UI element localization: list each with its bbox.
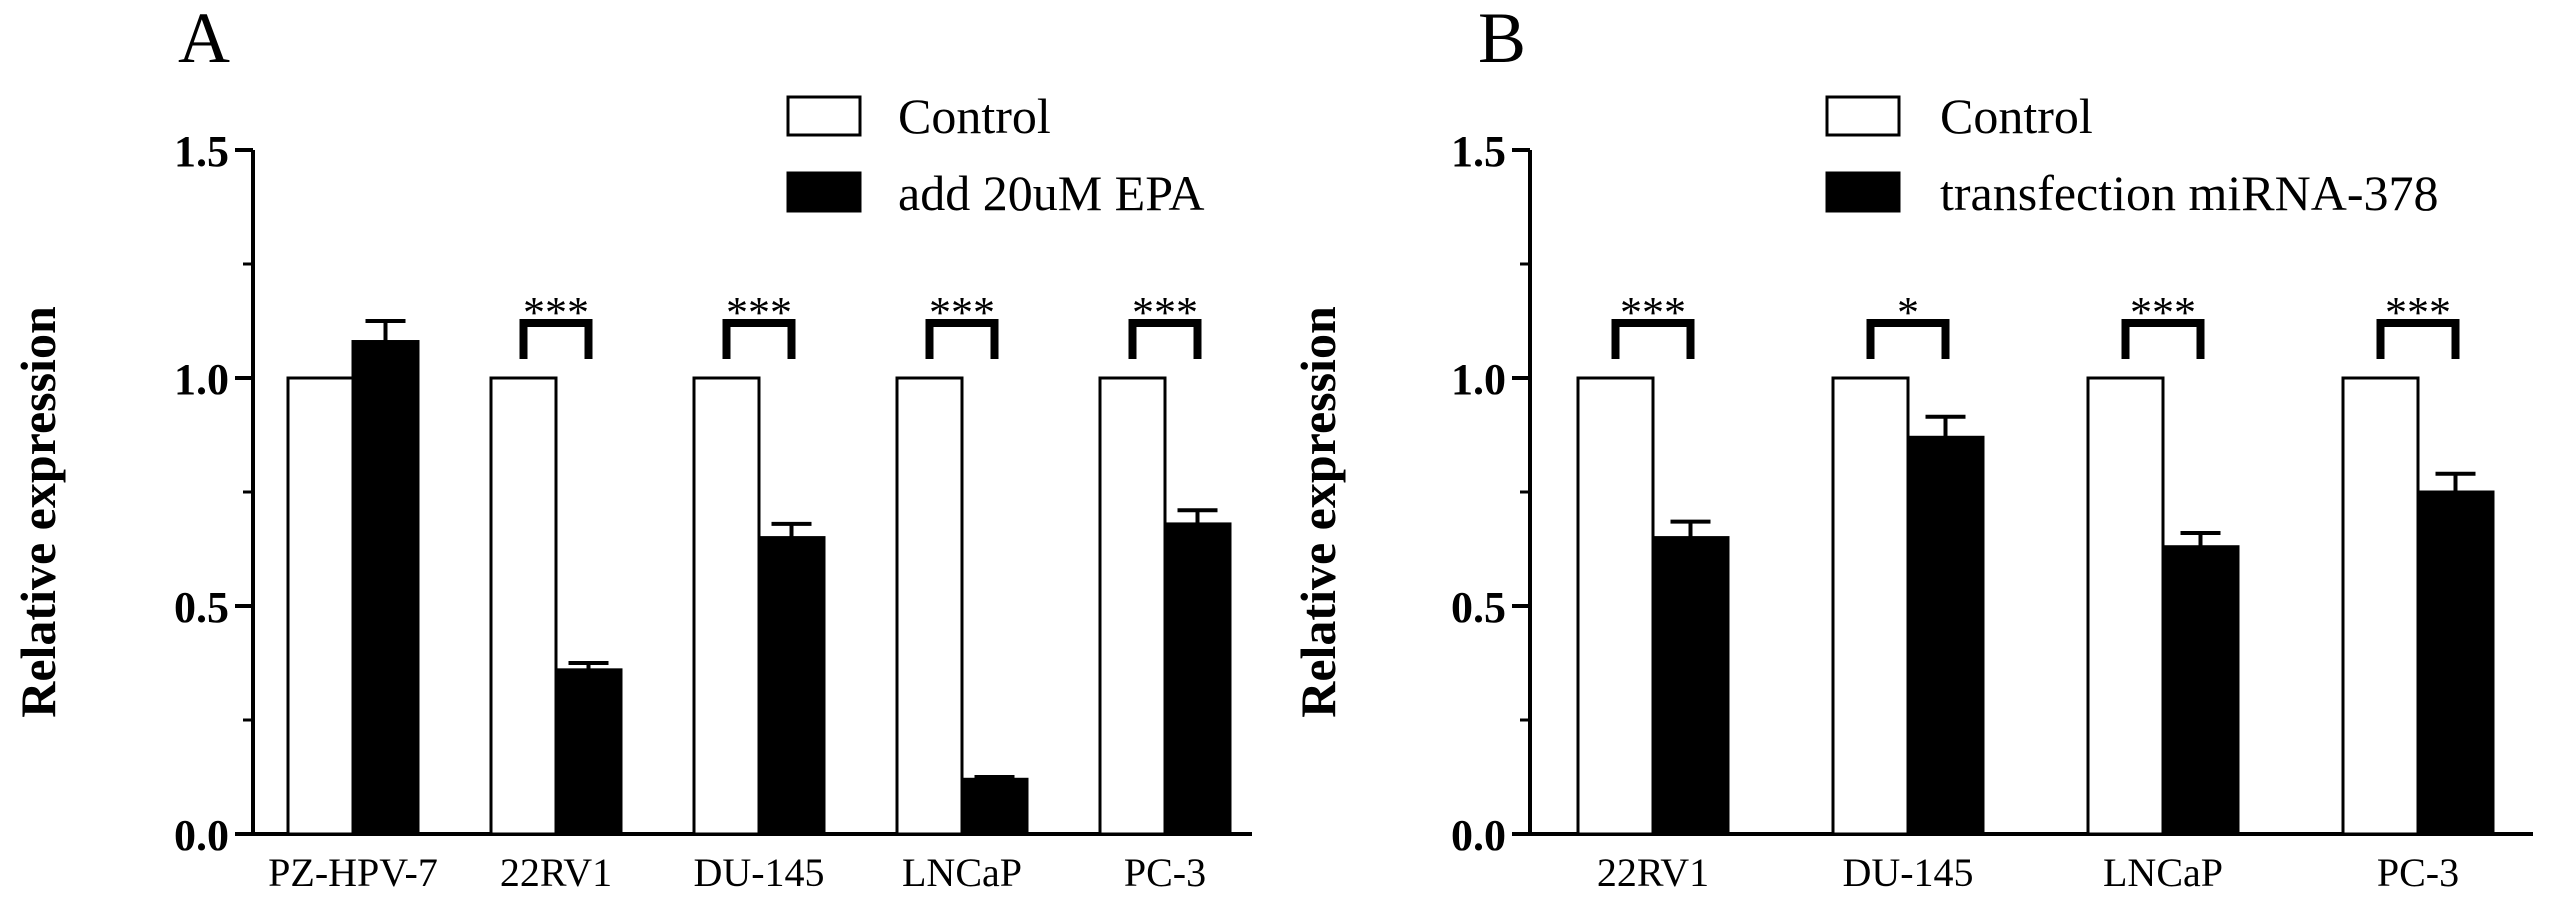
panel-a-x-tick-label: PC-3 — [1124, 850, 1206, 895]
panel-a: A Relative expression Control add 20uM E… — [10, 0, 1252, 895]
panel-b-bar-treatment — [1906, 435, 1985, 836]
panel-a-significance-bracket — [519, 319, 593, 359]
panel-b-y-tick-label: 1.5 — [1451, 127, 1506, 176]
panel-a-y-axis-label: Relative expression — [10, 306, 66, 718]
panel-a-x-tick-label: 22RV1 — [500, 850, 612, 895]
panel-b-bar-treatment — [1651, 536, 1730, 836]
panel-a-bar-control — [895, 376, 964, 836]
panel-b-legend-control-swatch — [1825, 95, 1901, 137]
panel-b-significance-bracket — [1611, 319, 1695, 359]
panel-b-significance-label: * — [1897, 288, 1919, 337]
panel-b-significance-label: *** — [2130, 288, 2196, 337]
panel-a-bar-control — [692, 376, 761, 836]
panel-b-significance-bracket — [2376, 319, 2460, 359]
panel-b-label: B — [1478, 0, 1526, 78]
panel-a-bar-control — [1098, 376, 1167, 836]
panel-a-significance-label: *** — [1132, 288, 1198, 337]
panel-b-significance-label: *** — [1620, 288, 1686, 337]
panel-b-legend-control-label: Control — [1940, 88, 2093, 144]
panel-b-bar-control — [2341, 376, 2420, 836]
panel-b-legend-treatment-swatch — [1825, 171, 1901, 213]
panel-b-bar-control — [2086, 376, 2165, 836]
panel-b-significance-label: *** — [2385, 288, 2451, 337]
panel-b-x-tick-label: DU-145 — [1842, 850, 1973, 895]
panel-b-bar-control — [1831, 376, 1910, 836]
panel-b-x-tick-label: 22RV1 — [1597, 850, 1709, 895]
panel-b-bar-treatment — [2161, 545, 2240, 836]
panel-a-bar-treatment — [757, 536, 826, 836]
panel-a-legend: Control add 20uM EPA — [786, 88, 1205, 221]
panel-a-bar-control — [286, 376, 355, 836]
panel-b-x-tick-label: PC-3 — [2377, 850, 2459, 895]
panel-a-y-tick-label: 0.0 — [174, 811, 229, 860]
panel-a-significance-label: *** — [523, 288, 589, 337]
panel-b: B Relative expression Control transfecti… — [1290, 0, 2533, 895]
panel-a-significance-bracket — [925, 319, 999, 359]
panel-a-bar-treatment — [554, 668, 623, 836]
panel-a-significance-bracket — [1128, 319, 1202, 359]
panel-a-label: A — [178, 0, 230, 78]
panel-a-y-tick-label: 0.5 — [174, 583, 229, 632]
panel-a-bar-control — [489, 376, 558, 836]
panel-b-significance-bracket — [2121, 319, 2205, 359]
panel-b-plot: 0.0 0.5 1.0 1.5 22RV1 *** DU-145 * LNCaP *** PC-3 *… — [1451, 127, 2533, 895]
panel-b-y-axis-label: Relative expression — [1290, 306, 1346, 718]
panel-b-bar-control — [1576, 376, 1655, 836]
panel-b-legend: Control transfection miRNA-378 — [1825, 88, 2439, 221]
panel-a-bar-treatment — [960, 777, 1029, 836]
panel-a-significance-bracket — [722, 319, 796, 359]
panel-a-legend-treatment-swatch — [786, 171, 862, 213]
panel-a-y-tick-label: 1.5 — [174, 127, 229, 176]
panel-b-y-tick-label: 0.0 — [1451, 811, 1506, 860]
panel-b-legend-treatment-label: transfection miRNA-378 — [1940, 165, 2439, 221]
panel-a-x-tick-label: DU-145 — [693, 850, 824, 895]
panel-a-legend-control-label: Control — [898, 88, 1051, 144]
panel-a-x-tick-label: LNCaP — [902, 850, 1022, 895]
panel-b-y-tick-label: 1.0 — [1451, 355, 1506, 404]
panel-b-x-tick-label: LNCaP — [2103, 850, 2223, 895]
panel-a-y-tick-label: 1.0 — [174, 355, 229, 404]
panel-a-bar-treatment — [1163, 522, 1232, 836]
panel-a-legend-treatment-label: add 20uM EPA — [898, 165, 1205, 221]
panel-a-x-tick-label: PZ-HPV-7 — [268, 850, 438, 895]
panel-b-y-tick-label: 0.5 — [1451, 583, 1506, 632]
panel-a-legend-control-swatch — [786, 95, 862, 137]
panel-a-significance-label: *** — [726, 288, 792, 337]
panel-a-plot: 0.0 0.5 1.0 1.5 PZ-HPV-7 22RV1 *** DU-145 *** LNC… — [174, 127, 1252, 895]
panel-b-significance-bracket — [1866, 319, 1950, 359]
panel-a-bar-treatment — [351, 340, 420, 836]
panel-b-bar-treatment — [2416, 490, 2495, 836]
panel-a-significance-label: *** — [929, 288, 995, 337]
